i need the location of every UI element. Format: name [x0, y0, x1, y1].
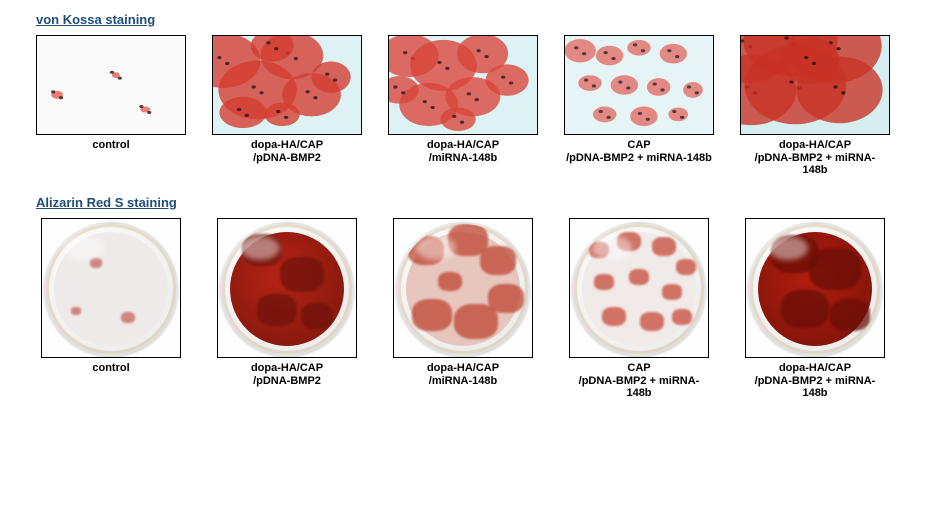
panel-caption: dopa-HA/CAP /pDNA-BMP2	[212, 139, 362, 171]
staining-svg	[37, 36, 185, 134]
dish-wrap	[396, 222, 530, 356]
von-kossa-item: dopa-HA/CAP /miRNA-148b	[388, 35, 538, 177]
alizarin-item: control	[36, 218, 186, 400]
stain-spot	[280, 257, 324, 292]
von-kossa-panel	[564, 35, 714, 135]
von-kossa-item: CAP /pDNA-BMP2 + miRNA-148b	[564, 35, 714, 177]
stain-spot	[602, 307, 626, 326]
stain-spot	[809, 248, 861, 290]
stain-spot	[480, 246, 516, 275]
stain-spot	[438, 272, 462, 291]
stain-spot	[662, 284, 682, 300]
alizarin-panel	[393, 218, 533, 358]
von-kossa-panel	[212, 35, 362, 135]
stain-spot	[594, 274, 614, 290]
stain-spot	[257, 294, 297, 326]
von-kossa-row: control dopa-HA/CAP /pDNA-BMP2 dopa-HA/CAP…	[36, 35, 907, 177]
alizarin-item: dopa-HA/CAP /pDNA-BMP2 + miRNA- 148b	[740, 218, 890, 400]
staining-svg	[213, 36, 361, 134]
panel-caption: CAP /pDNA-BMP2 + miRNA- 148b	[564, 362, 714, 400]
panel-caption: dopa-HA/CAP /pDNA-BMP2	[212, 362, 362, 394]
alizarin-panel	[745, 218, 885, 358]
alizarin-item: dopa-HA/CAP /miRNA-148b	[388, 218, 538, 400]
stain-spot	[781, 290, 829, 328]
stain-spot	[830, 299, 870, 331]
alizarin-row: control dopa-HA/CAP /pDNA-BMP2 dopa-HA/CAP…	[36, 218, 907, 400]
dish-highlight	[592, 236, 632, 260]
panel-caption: dopa-HA/CAP /miRNA-148b	[388, 139, 538, 171]
stain-spot	[121, 312, 135, 323]
von-kossa-item: dopa-HA/CAP /pDNA-BMP2	[212, 35, 362, 177]
von-kossa-section: von Kossa staining control dopa-HA/CAP /p…	[36, 12, 907, 177]
dish-wrap	[748, 222, 882, 356]
panel-caption: CAP /pDNA-BMP2 + miRNA-148b	[564, 139, 714, 171]
von-kossa-panel	[740, 35, 890, 135]
staining-svg	[565, 36, 713, 134]
alizarin-panel	[41, 218, 181, 358]
dish-wrap	[572, 222, 706, 356]
alizarin-panel	[569, 218, 709, 358]
dish-wrap	[220, 222, 354, 356]
staining-svg	[389, 36, 537, 134]
alizarin-panel	[217, 218, 357, 358]
von-kossa-item: control	[36, 35, 186, 177]
alizarin-section: Alizarin Red S staining control dopa-HA/C…	[36, 195, 907, 400]
dish-highlight	[64, 236, 104, 260]
panel-caption: dopa-HA/CAP /pDNA-BMP2 + miRNA- 148b	[740, 362, 890, 400]
alizarin-title: Alizarin Red S staining	[36, 195, 907, 210]
stain-spot	[629, 269, 649, 285]
alizarin-item: dopa-HA/CAP /pDNA-BMP2	[212, 218, 362, 400]
dish-wrap	[44, 222, 178, 356]
von-kossa-panel	[388, 35, 538, 135]
dish-highlight	[416, 236, 456, 260]
dish-highlight	[240, 236, 280, 260]
stain-spot	[640, 312, 664, 331]
panel-caption: control	[36, 362, 186, 394]
stain-spot	[301, 303, 333, 329]
stain-spot	[672, 309, 692, 325]
stain-spot	[652, 237, 676, 256]
von-kossa-title: von Kossa staining	[36, 12, 907, 27]
stain-spot	[412, 299, 452, 331]
dish-highlight	[768, 236, 808, 260]
alizarin-item: CAP /pDNA-BMP2 + miRNA- 148b	[564, 218, 714, 400]
stain-spot	[488, 284, 524, 313]
stain-spot	[676, 259, 696, 275]
von-kossa-panel	[36, 35, 186, 135]
panel-caption: control	[36, 139, 186, 171]
panel-caption: dopa-HA/CAP /pDNA-BMP2 + miRNA- 148b	[740, 139, 890, 177]
panel-caption: dopa-HA/CAP /miRNA-148b	[388, 362, 538, 394]
staining-svg	[741, 36, 889, 134]
stain-spot	[90, 258, 102, 268]
stain-spot	[71, 307, 81, 315]
von-kossa-item: dopa-HA/CAP /pDNA-BMP2 + miRNA- 148b	[740, 35, 890, 177]
